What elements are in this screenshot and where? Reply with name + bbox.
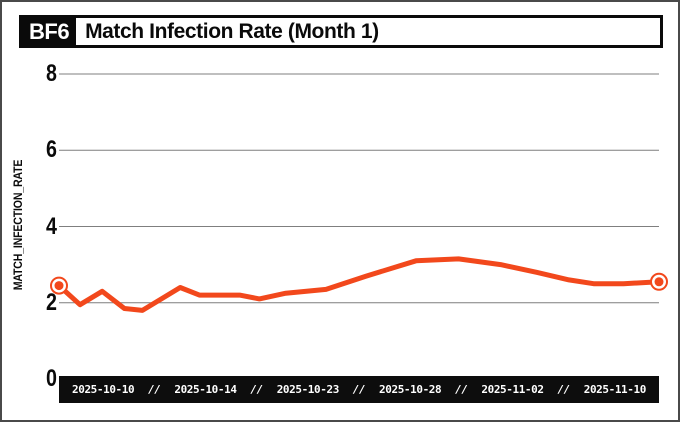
x-tick-separator: // xyxy=(250,383,263,396)
end-point-marker-core xyxy=(654,277,664,287)
y-tick-label: 8 xyxy=(46,60,57,87)
x-tick-label: 2025-10-23 xyxy=(276,383,340,396)
x-tick-label: 2025-10-14 xyxy=(174,383,237,396)
y-tick-label: 0 xyxy=(46,365,57,392)
x-tick-label: 2025-11-02 xyxy=(481,383,544,396)
chart-title-bar: BF6 Match Infection Rate (Month 1) xyxy=(19,15,663,48)
infection-rate-line xyxy=(56,256,662,313)
bf6-badge: BF6 xyxy=(22,18,77,45)
x-tick-separator: // xyxy=(352,383,366,396)
x-tick-separator: // xyxy=(148,383,161,396)
y-tick-label: 4 xyxy=(46,212,57,240)
y-tick-label: 6 xyxy=(46,136,57,164)
x-tick-separator: // xyxy=(455,383,468,396)
x-tick-label: 2025-10-10 xyxy=(72,383,135,396)
y-tick-label: 2 xyxy=(46,288,57,316)
x-axis-bar: 2025-10-10 // 2025-10-14 // 2025-10-23 // 2025… xyxy=(59,376,659,403)
chart-title: Match Infection Rate (Month 1) xyxy=(85,19,379,43)
x-tick-separator: // xyxy=(557,383,570,396)
x-tick-label: 2025-10-28 xyxy=(379,383,442,396)
x-tick-label: 2025-11-10 xyxy=(583,383,647,396)
start-point-marker-core xyxy=(54,281,64,291)
